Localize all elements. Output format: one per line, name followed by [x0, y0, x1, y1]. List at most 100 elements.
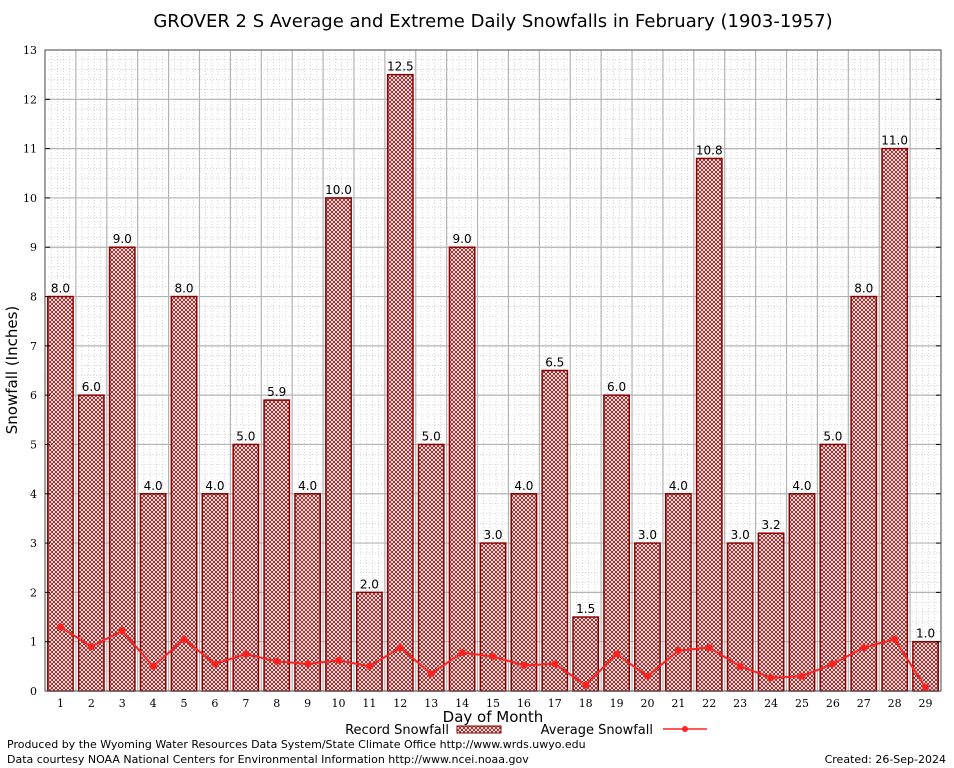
bar-day-26: [819, 443, 847, 692]
legend: Record Snowfall Average Snowfall: [345, 723, 707, 738]
x-tick-label: 8: [273, 697, 280, 710]
x-tick-label: 26: [826, 697, 840, 710]
bar-day-5: [170, 295, 198, 692]
y-tick-label: 9: [30, 241, 37, 254]
average-point: [458, 649, 466, 657]
average-point: [674, 647, 682, 655]
x-tick-label: 14: [455, 697, 469, 710]
bar-value-label: 6.0: [82, 380, 101, 394]
bar-value-label: 4.0: [298, 479, 317, 493]
bar-value-label: 8.0: [174, 282, 193, 296]
bar-value-label: 4.0: [144, 479, 163, 493]
average-point: [520, 661, 528, 669]
chart-title: GROVER 2 S Average and Extreme Daily Sno…: [153, 11, 832, 32]
x-tick-label: 27: [857, 697, 871, 710]
x-tick-label: 7: [242, 697, 249, 710]
average-point: [118, 627, 126, 635]
y-tick-label: 6: [30, 389, 37, 402]
x-tick-label: 28: [888, 697, 902, 710]
average-point: [798, 672, 806, 680]
y-tick-label: 2: [30, 586, 37, 599]
y-tick-label: 12: [23, 93, 37, 106]
y-tick-label: 11: [23, 143, 37, 156]
bar-day-7: [232, 443, 260, 692]
bar-value-label: 5.0: [236, 429, 255, 443]
x-tick-label: 24: [764, 697, 778, 710]
average-point: [736, 662, 744, 670]
bar-value-label: 1.5: [576, 602, 595, 616]
average-point: [149, 662, 157, 670]
bar-day-13: [417, 443, 445, 692]
bar-value-label: 5.0: [422, 429, 441, 443]
x-tick-label: 15: [486, 697, 500, 710]
bar-value-label: 5.9: [267, 385, 286, 399]
x-tick-label: 22: [702, 697, 716, 710]
x-tick-label: 1: [57, 697, 64, 710]
y-tick-label: 0: [30, 685, 37, 698]
average-point: [365, 662, 373, 670]
legend-marker-average: [682, 726, 688, 732]
average-point: [304, 660, 312, 668]
bar-day-8: [263, 399, 291, 692]
bars: 8.0 6.0 9.0 4.0 8.0 4.0 5.0 5.9 4.0 10.0 2.0 12.5 5.…: [47, 60, 939, 692]
average-point: [87, 643, 95, 651]
bar-value-label: 3.0: [483, 528, 502, 542]
average-line: [56, 623, 930, 692]
x-tick-label: 21: [671, 697, 685, 710]
bar-value-label: 2.0: [360, 577, 379, 591]
y-tick-label: 5: [30, 438, 37, 451]
y-tick-label: 3: [30, 537, 37, 550]
average-point: [180, 635, 188, 643]
x-tick-label: 9: [304, 697, 311, 710]
x-tick-label: 13: [424, 697, 438, 710]
x-tick-label: 25: [795, 697, 809, 710]
bar-value-label: 4.0: [205, 479, 224, 493]
average-point: [705, 644, 713, 652]
average-point: [211, 660, 219, 668]
bar-day-19: [603, 394, 631, 692]
average-point: [860, 644, 868, 652]
average-point: [242, 650, 250, 658]
average-point: [613, 650, 621, 658]
bar-value-label: 3.2: [762, 518, 781, 532]
bar-value-label: 12.5: [387, 60, 414, 74]
x-tick-label: 29: [919, 697, 933, 710]
x-tick-label: 23: [733, 697, 747, 710]
bar-day-29: [912, 640, 939, 692]
bar-value-label: 9.0: [113, 232, 132, 246]
x-tick-label: 18: [579, 697, 593, 710]
average-point: [643, 672, 651, 680]
bar-value-label: 6.0: [607, 380, 626, 394]
plot-frame: [44, 49, 942, 692]
average-point: [829, 660, 837, 668]
average-point: [335, 656, 343, 664]
bar-day-17: [541, 369, 569, 692]
bar-day-16: [510, 493, 538, 692]
x-tick-label: 17: [548, 697, 562, 710]
bar-day-3: [108, 246, 136, 692]
bar-day-4: [139, 493, 167, 692]
bar-day-15: [479, 542, 507, 692]
bar-value-label: 4.0: [514, 479, 533, 493]
bar-day-10: [325, 197, 352, 692]
footer-created: Created: 26-Sep-2024: [825, 753, 946, 766]
bar-day-25: [788, 493, 816, 692]
bar-day-20: [634, 542, 661, 692]
legend-label-record: Record Snowfall: [345, 723, 449, 738]
footer-produced-by: Produced by the Wyoming Water Resources …: [7, 738, 586, 751]
x-tick-label: 3: [119, 697, 126, 710]
bar-value-label: 10.8: [696, 143, 723, 157]
bar-value-label: 3.0: [731, 528, 750, 542]
bar-day-21: [664, 493, 692, 692]
y-axis-label: Snowfall (Inches): [3, 306, 21, 434]
x-tick-label: 6: [211, 697, 218, 710]
footer-courtesy: Data courtesy NOAA National Centers for …: [7, 753, 529, 766]
average-point: [767, 674, 775, 682]
bar-value-label: 3.0: [638, 528, 657, 542]
bar-day-14: [448, 246, 476, 692]
bar-value-label: 8.0: [51, 282, 70, 296]
y-tick-label: 4: [30, 488, 37, 501]
average-point: [273, 657, 281, 665]
